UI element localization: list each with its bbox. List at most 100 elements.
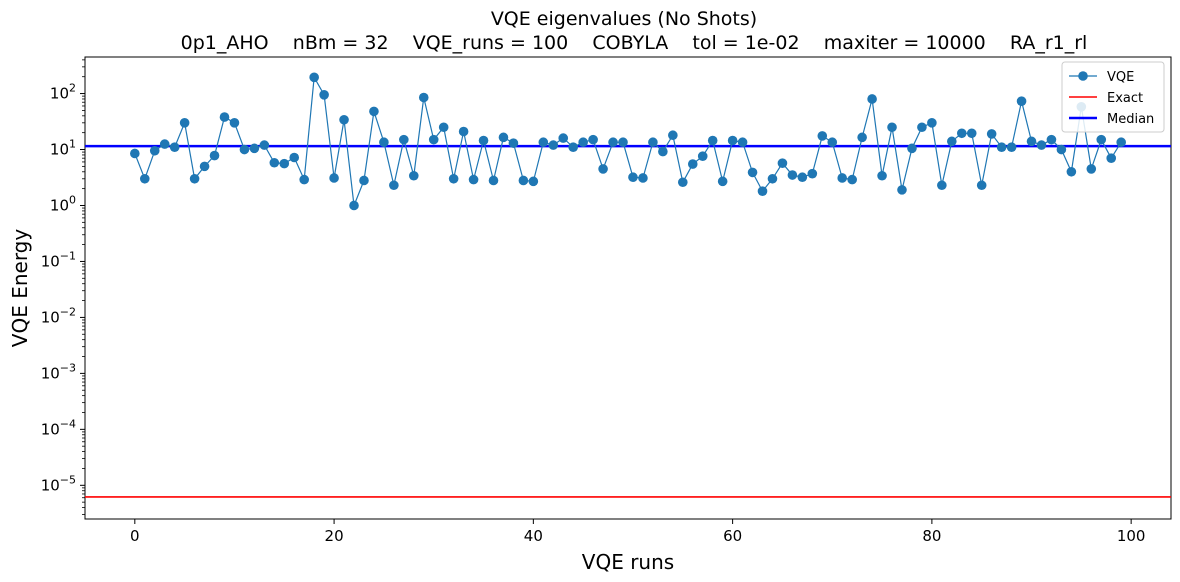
y-tick-label: 102: [50, 82, 76, 103]
vqe-point: [907, 143, 917, 154]
x-axis: 0 20 40 60 80 100: [130, 519, 1145, 545]
vqe-point: [339, 114, 349, 125]
vqe-point: [179, 118, 190, 128]
vqe-point: [827, 137, 838, 148]
vqe-point: [757, 186, 768, 196]
x-tick-label: 60: [723, 527, 742, 545]
vqe-point: [259, 140, 270, 150]
y-axis-label: VQE Energy: [8, 229, 32, 348]
y-tick-label: 101: [50, 138, 76, 159]
vqe-point: [947, 136, 957, 147]
legend-label-vqe: VQE: [1107, 70, 1134, 85]
vqe-series-points: [130, 72, 1126, 211]
vqe-point: [159, 139, 170, 149]
vqe-point: [797, 172, 808, 183]
vqe-point: [379, 137, 389, 148]
vqe-point: [289, 152, 300, 163]
vqe-point: [1046, 134, 1057, 145]
vqe-point: [937, 180, 947, 191]
vqe-point: [408, 170, 419, 181]
vqe-point: [399, 134, 409, 145]
vqe-point: [1026, 136, 1037, 147]
vqe-point: [209, 150, 220, 161]
vqe-point: [668, 130, 678, 141]
vqe-point: [299, 174, 309, 185]
vqe-point: [528, 176, 539, 187]
vqe-point: [897, 185, 907, 195]
vqe-point: [1016, 96, 1027, 107]
vqe-point: [817, 131, 828, 141]
legend: VQE Exact Median: [1061, 61, 1165, 133]
vqe-point: [996, 142, 1007, 153]
vqe-point: [1096, 134, 1107, 145]
x-tick-label: 0: [130, 527, 140, 545]
vqe-point: [677, 177, 688, 188]
vqe-point: [717, 176, 728, 187]
vqe-point: [279, 158, 290, 169]
legend-box: [1061, 61, 1165, 133]
vqe-point: [976, 180, 987, 191]
vqe-point: [428, 134, 439, 145]
legend-marker-vqe: [1078, 71, 1088, 81]
vqe-point: [1066, 166, 1077, 177]
vqe-point: [448, 173, 459, 184]
y-tick-label: 10−2: [41, 305, 76, 326]
vqe-point: [468, 174, 479, 185]
vqe-point: [508, 138, 519, 148]
vqe-point: [697, 151, 708, 161]
x-tick-label: 80: [922, 527, 941, 545]
vqe-point: [568, 142, 579, 153]
vqe-point: [548, 140, 559, 150]
vqe-point: [628, 172, 638, 183]
vqe-point: [598, 164, 608, 174]
vqe-point: [458, 126, 469, 137]
vqe-point: [249, 143, 260, 154]
vqe-point: [169, 142, 180, 153]
vqe-point: [418, 92, 429, 103]
vqe-point: [349, 200, 359, 211]
x-axis-label: VQE runs: [582, 550, 674, 574]
vqe-point: [389, 180, 399, 191]
vqe-point: [658, 146, 668, 157]
vqe-point: [956, 128, 967, 139]
vqe-point: [986, 129, 997, 139]
vqe-point: [359, 175, 369, 186]
vqe-point: [369, 106, 379, 117]
vqe-point: [219, 112, 230, 122]
vqe-point: [538, 137, 549, 148]
y-tick-label: 10−5: [41, 473, 76, 494]
vqe-series-line: [134, 75, 1122, 206]
vqe-point: [648, 137, 658, 148]
vqe-point: [1006, 142, 1017, 153]
vqe-point: [1116, 137, 1126, 148]
vqe-point: [747, 167, 758, 178]
vqe-point: [149, 145, 160, 156]
vqe-point: [319, 90, 329, 100]
vqe-point: [130, 148, 140, 159]
vqe-point: [329, 173, 339, 183]
y-tick-label: 10−4: [41, 417, 76, 438]
vqe-point: [1036, 140, 1047, 150]
vqe-point: [558, 133, 569, 143]
x-tick-label: 100: [1117, 527, 1146, 545]
vqe-point: [478, 135, 489, 146]
vqe-point: [139, 173, 150, 184]
vqe-point: [707, 135, 718, 146]
vqe-point: [488, 175, 499, 186]
vqe-point: [588, 134, 598, 145]
vqe-point: [847, 174, 857, 185]
vqe-point: [309, 72, 319, 83]
vqe-point: [518, 175, 529, 186]
y-tick-label: 10−3: [41, 361, 76, 382]
vqe-point: [737, 137, 748, 148]
vqe-point: [837, 173, 848, 183]
vqe-point: [618, 137, 628, 148]
reference-lines: [85, 144, 1171, 498]
vqe-point: [239, 144, 250, 155]
vqe-point: [1106, 153, 1117, 163]
y-axis: 10−5 10−4 10−3 10−2 10−1 100 101 102: [41, 59, 85, 515]
vqe-point: [917, 122, 927, 133]
vqe-point: [189, 173, 200, 184]
vqe-point: [687, 159, 698, 169]
